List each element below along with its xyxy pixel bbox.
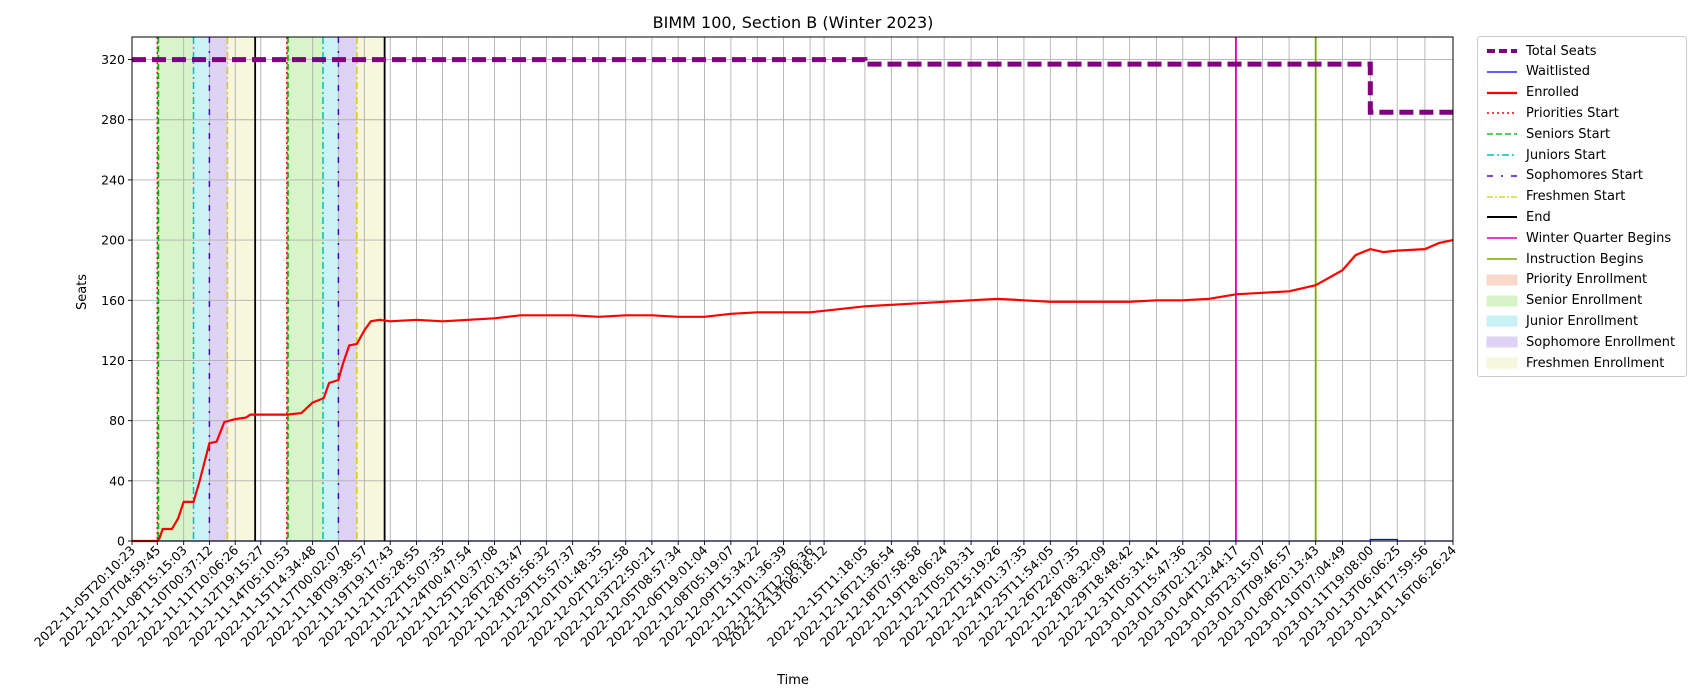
legend-swatch bbox=[1486, 274, 1518, 286]
legend-item: Sophomores Start bbox=[1486, 166, 1643, 186]
legend-swatch bbox=[1487, 258, 1517, 260]
shaded-period bbox=[356, 37, 385, 541]
legend-item: Waitlisted bbox=[1486, 62, 1590, 82]
legend-swatch bbox=[1487, 174, 1517, 177]
legend-label: Winter Quarter Begins bbox=[1526, 230, 1672, 246]
y-tick-label: 0 bbox=[117, 534, 125, 549]
legend-label: Priority Enrollment bbox=[1526, 272, 1648, 288]
shaded-period bbox=[338, 37, 357, 541]
legend-item: Junior Enrollment bbox=[1486, 311, 1638, 331]
y-axis-label: Seats bbox=[75, 274, 90, 310]
chart-title: BIMM 100, Section B (Winter 2023) bbox=[653, 13, 934, 32]
legend-label: Priorities Start bbox=[1526, 105, 1619, 121]
legend-label: Freshmen Start bbox=[1526, 189, 1626, 205]
legend-label: Enrolled bbox=[1526, 85, 1579, 101]
legend-swatch bbox=[1487, 154, 1517, 156]
legend-swatch bbox=[1487, 237, 1517, 239]
legend-item: Seniors Start bbox=[1486, 124, 1610, 144]
legend-swatch bbox=[1487, 71, 1517, 73]
legend-label: Sophomore Enrollment bbox=[1526, 334, 1676, 350]
legend-swatch bbox=[1487, 195, 1517, 198]
legend-label: Senior Enrollment bbox=[1526, 293, 1643, 309]
legend-item: Senior Enrollment bbox=[1486, 291, 1642, 311]
legend-item: Freshmen Start bbox=[1486, 187, 1625, 207]
legend-swatch bbox=[1487, 133, 1517, 135]
y-tick-label: 240 bbox=[101, 172, 125, 187]
legend-label: Total Seats bbox=[1526, 43, 1597, 59]
legend-label: Waitlisted bbox=[1526, 64, 1591, 80]
legend-item: Winter Quarter Begins bbox=[1486, 228, 1671, 248]
legend-swatch bbox=[1487, 216, 1517, 219]
series-line bbox=[132, 239, 1454, 543]
plot-frame bbox=[131, 36, 1454, 542]
legend-item: End bbox=[1486, 207, 1551, 227]
legend-item: Enrolled bbox=[1486, 83, 1579, 103]
shaded-period bbox=[158, 37, 194, 541]
shaded-period bbox=[193, 37, 210, 541]
legend-item: Priority Enrollment bbox=[1486, 270, 1647, 290]
legend-label: Junior Enrollment bbox=[1526, 313, 1639, 329]
legend-item: Freshmen Enrollment bbox=[1486, 353, 1664, 373]
y-tick-label: 320 bbox=[101, 52, 125, 67]
legend-item: Total Seats bbox=[1486, 41, 1597, 61]
enrollment-chart: BIMM 100, Section B (Winter 2023) Time S… bbox=[31, 13, 1459, 688]
y-tick-label: 160 bbox=[101, 293, 125, 308]
legend-label: Juniors Start bbox=[1526, 147, 1606, 163]
series-line bbox=[132, 57, 1453, 115]
y-tick-label: 120 bbox=[101, 353, 125, 368]
y-tick-label: 200 bbox=[101, 233, 125, 248]
y-tick-label: 40 bbox=[109, 473, 125, 488]
shaded-period bbox=[322, 37, 339, 541]
legend-item: Juniors Start bbox=[1486, 145, 1606, 165]
x-axis-label: Time bbox=[776, 673, 809, 688]
y-tick-label: 80 bbox=[109, 413, 125, 428]
legend-item: Priorities Start bbox=[1486, 103, 1619, 123]
legend-item: Sophomore Enrollment bbox=[1486, 332, 1675, 352]
shaded-period bbox=[288, 37, 323, 541]
legend-label: Freshmen Enrollment bbox=[1526, 355, 1665, 371]
shaded-period bbox=[209, 37, 228, 541]
legend-swatch bbox=[1486, 357, 1518, 369]
legend-swatch bbox=[1486, 315, 1518, 327]
legend-label: Instruction Begins bbox=[1526, 251, 1644, 267]
legend-item: Instruction Begins bbox=[1486, 249, 1644, 269]
legend-label: End bbox=[1526, 209, 1551, 225]
legend-swatch bbox=[1487, 112, 1517, 115]
legend-swatch bbox=[1486, 336, 1518, 348]
plot-area: 2022-11-05T20:10:232022-11-07T04:59:4520… bbox=[31, 36, 1459, 650]
chart-legend: Total Seats Waitlisted Enrolled Priorities … bbox=[1477, 36, 1687, 377]
shaded-period bbox=[227, 37, 256, 541]
legend-label: Seniors Start bbox=[1526, 126, 1611, 142]
legend-swatch bbox=[1486, 295, 1518, 307]
legend-label: Sophomores Start bbox=[1526, 168, 1643, 184]
legend-swatch bbox=[1487, 91, 1517, 94]
legend-swatch bbox=[1487, 49, 1517, 53]
y-tick-label: 280 bbox=[101, 112, 125, 127]
